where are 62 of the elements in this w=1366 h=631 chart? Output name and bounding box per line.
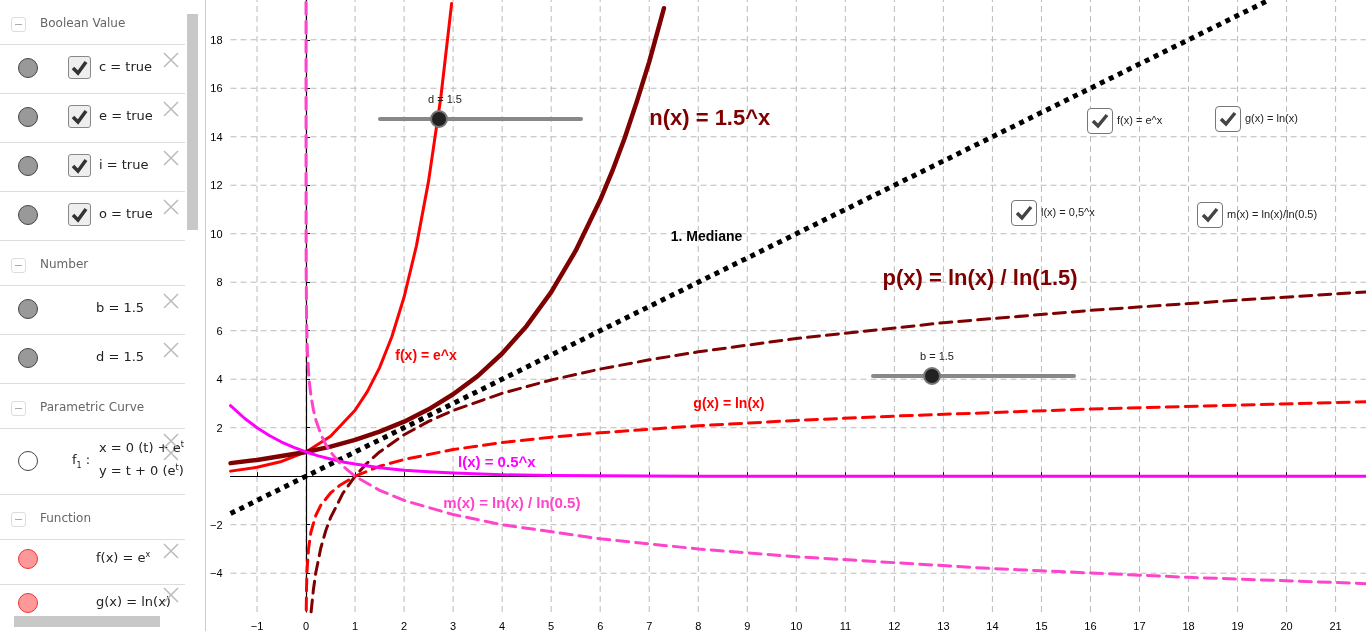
text: d = 1.5 [96,349,145,364]
x-tick-label: 15 [1035,619,1048,631]
series-label: l(x) = 0.5^x [458,453,537,471]
x-tick-label: 5 [548,619,555,631]
line-series [309,290,1366,614]
annotation: b = 1.5 [920,350,954,362]
x-tick-label: 13 [937,619,950,631]
x-tick-label: 4 [499,619,506,631]
x-tick-label: 3 [450,619,457,631]
x-tick-label: 8 [695,619,702,631]
text: Function [40,511,92,525]
y-tick-label: 8 [216,276,223,289]
text: o = true [99,206,153,221]
x-tick-label: 18 [1182,619,1195,631]
x-tick-label: 1 [352,619,359,631]
text: Number [40,257,89,271]
text: e = true [99,108,153,123]
x-tick-label: 10 [790,619,803,631]
text: i = true [99,157,149,172]
y-tick-label: 2 [216,421,223,434]
x-tick-label: 16 [1084,619,1097,631]
x-tick-label: 21 [1329,619,1342,631]
y-tick-label: 10 [210,227,223,240]
x-tick-label: 14 [986,619,999,631]
x-tick-label: 11 [839,619,852,631]
series-label: n(x) = 1.5^x [649,104,772,130]
y-tick-label: 4 [216,373,223,386]
text: f$_{1}$ : [72,452,91,470]
series-label: m(x) = ln(x) / ln(0.5) [443,494,581,512]
x-tick-label: 0 [302,619,310,631]
x-tick-label: −1 [250,619,264,631]
x-tick-label: 19 [1231,619,1244,631]
annotation: m(x) = ln(x)/ln(0.5) [1227,208,1318,220]
y-tick-label: −4 [209,567,223,580]
x-tick-label: 6 [597,619,604,631]
x-tick-label: 7 [646,619,653,631]
text: y = t + 0 (e$^{t}$) [99,463,184,479]
line-series [304,0,1366,586]
text: b = 1.5 [96,300,145,315]
text: Boolean Value [40,16,126,30]
y-tick-label: −2 [209,518,223,531]
y-tick-label: 12 [210,179,223,192]
series-label: g(x) = ln(x) [693,395,765,412]
series-label: p(x) = ln(x) / ln(1.5) [882,264,1078,290]
annotation: f(x) = e^x [1117,114,1163,126]
x-tick-label: 20 [1280,619,1293,631]
series-label: f(x) = e^x [395,346,457,363]
text: Parametric Curve [40,400,145,414]
text: c = true [99,59,152,74]
annotation: l(x) = 0,5^x [1041,206,1095,218]
x-tick-label: 12 [888,619,901,631]
x-tick-label: 9 [744,619,751,631]
y-tick-label: 6 [216,324,223,337]
y-tick-label: 18 [210,33,223,46]
text: f(x) = e$^{x}$ [96,550,151,566]
y-tick-label: 14 [210,130,223,143]
x-tick-label: 17 [1133,619,1146,631]
series-label: 1. Mediane [670,228,743,245]
y-tick-label: 16 [210,82,223,95]
x-tick-label: 2 [401,619,408,631]
annotation: g(x) = ln(x) [1245,112,1298,124]
text: g(x) = ln(x) [96,594,171,609]
